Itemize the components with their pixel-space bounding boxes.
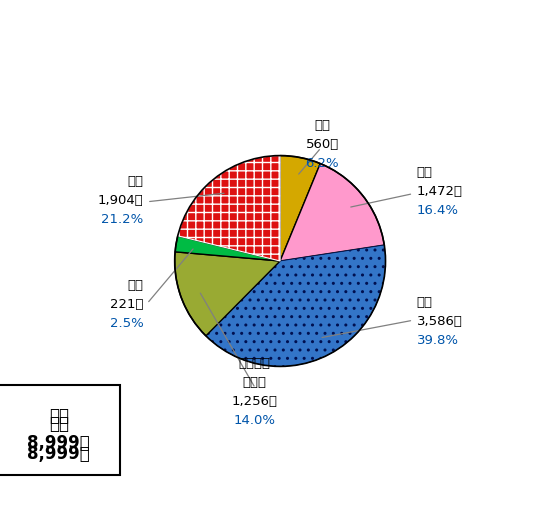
Text: 39.8%: 39.8% — [417, 334, 459, 347]
Wedge shape — [178, 156, 280, 261]
Text: 日本: 日本 — [417, 167, 433, 180]
Text: 560件: 560件 — [306, 138, 339, 151]
Text: 合計: 合計 — [49, 416, 69, 433]
Text: 1,904件: 1,904件 — [98, 194, 143, 207]
Text: 14.0%: 14.0% — [234, 413, 276, 426]
Text: 21.2%: 21.2% — [101, 213, 143, 226]
Wedge shape — [206, 245, 385, 366]
Text: 米国: 米国 — [417, 296, 433, 309]
Text: 2.5%: 2.5% — [110, 317, 143, 330]
Wedge shape — [175, 236, 280, 261]
Text: 合計: 合計 — [49, 407, 69, 425]
Text: 除く）: 除く） — [243, 376, 267, 389]
Text: 8,999件: 8,999件 — [27, 434, 90, 453]
Wedge shape — [175, 252, 280, 336]
Text: 221件: 221件 — [110, 299, 143, 311]
Text: 1,256件: 1,256件 — [232, 395, 278, 408]
Wedge shape — [280, 156, 320, 261]
Text: 3,586件: 3,586件 — [417, 315, 463, 328]
Text: 中国: 中国 — [128, 175, 143, 188]
Text: 6.2%: 6.2% — [305, 157, 339, 170]
Text: 8,999件: 8,999件 — [27, 445, 90, 463]
Bar — [0, 385, 120, 475]
Text: 16.4%: 16.4% — [417, 204, 459, 217]
Wedge shape — [280, 163, 384, 261]
Text: 独国: 独国 — [128, 279, 143, 292]
Text: 韓国: 韓国 — [314, 119, 330, 132]
Text: 欧州（独: 欧州（独 — [239, 357, 271, 370]
Text: 1,472件: 1,472件 — [417, 185, 463, 198]
